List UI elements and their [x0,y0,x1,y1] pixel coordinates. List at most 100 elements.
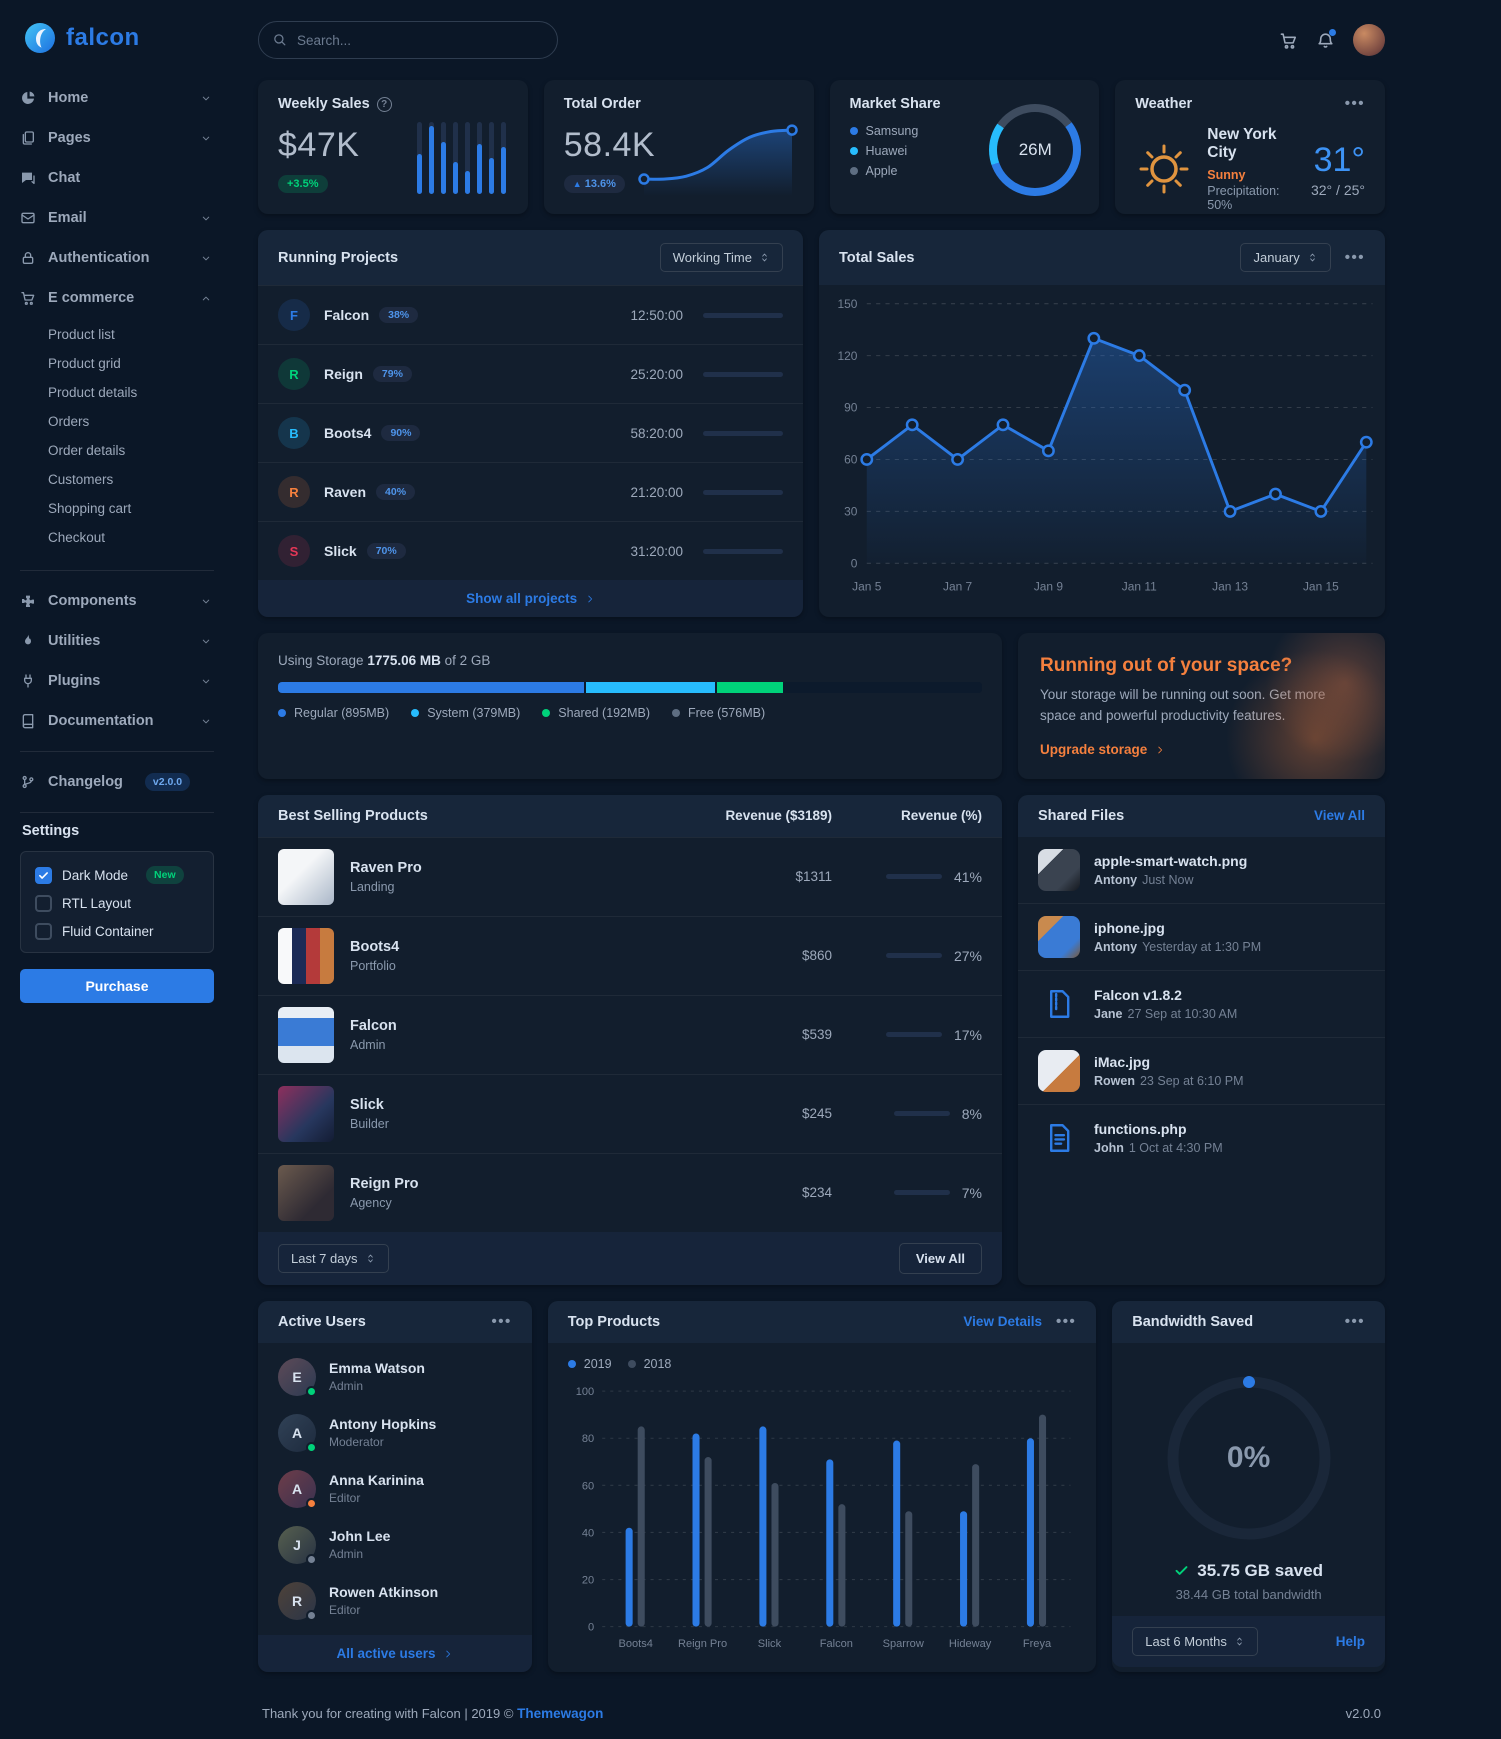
legend-item: Regular (895MB) [278,706,389,720]
user-avatar: J [278,1525,317,1565]
purchase-button[interactable]: Purchase [20,969,214,1003]
user-role: Admin [329,1379,364,1394]
user-avatar[interactable] [1353,24,1385,56]
sidebar-item-customers[interactable]: Customers [48,472,114,487]
user-row: J John Lee Admin [258,1517,532,1573]
total-order-card: Total Order 58.4K ▲ 13.6% [543,80,814,214]
checkbox-unchecked-icon[interactable] [35,895,52,912]
all-active-users-link[interactable]: All active users [258,1634,532,1672]
svg-text:Jan 9: Jan 9 [1034,579,1064,593]
settings-panel: Dark Mode New RTL Layout Fluid Container [20,851,214,953]
sidebar-item-home[interactable]: Home [20,78,214,118]
more-options-icon[interactable]: ••• [1344,248,1365,266]
view-all-files-link[interactable]: View All [1313,808,1365,824]
total-order-badge: ▲ 13.6% [563,175,625,193]
user-name-link[interactable]: Anna Karinina [329,1472,424,1489]
dark-mode-toggle[interactable]: Dark Mode New [35,866,199,884]
sidebar-item-utilities[interactable]: Utilities [20,621,214,661]
view-all-button[interactable]: View All [898,1242,982,1274]
product-name-link[interactable]: Falcon [350,1018,397,1035]
brand-name: falcon [66,24,140,51]
chevron-down-icon [198,716,214,727]
checkbox-checked-icon[interactable] [35,866,52,884]
sidebar-item-pages[interactable]: Pages [20,118,214,158]
user-avatar: A [278,1469,317,1509]
file-thumbnail [1038,848,1080,891]
last-6-months-select[interactable]: Last 6 Months [1132,1626,1258,1656]
sidebar-item-label: Email [48,210,87,226]
sidebar-item-checkout[interactable]: Checkout [48,530,106,545]
sidebar-item-product-grid[interactable]: Product grid [48,356,121,371]
page-footer: Thank you for creating with Falcon | 201… [258,1688,1385,1729]
product-name-link[interactable]: Reign Pro [350,1176,419,1193]
sidebar-item-plugins[interactable]: Plugins [20,661,214,701]
project-avatar: R [278,476,310,508]
projects-sales-row: Running Projects Working Time F Falcon 3… [258,230,1385,617]
sidebar-item-changelog[interactable]: Changelog v2.0.0 [20,762,214,802]
file-name-link[interactable]: iMac.jpg [1094,1053,1151,1070]
last-7-days-select[interactable]: Last 7 days [278,1243,389,1273]
cart-icon[interactable] [1279,31,1298,50]
product-name-link[interactable]: Raven Pro [350,860,422,877]
project-name-link[interactable]: Reign [324,366,363,382]
file-name-link[interactable]: iphone.jpg [1094,919,1165,936]
fluid-container-toggle[interactable]: Fluid Container [35,923,199,940]
sidebar-item-orders[interactable]: Orders [48,414,90,429]
weather-range: 32° / 25° [1310,181,1365,198]
notifications-bell-icon[interactable] [1316,28,1336,50]
file-name-link[interactable]: apple-smart-watch.png [1094,852,1248,869]
storage-segment [278,682,584,693]
month-select[interactable]: January [1240,243,1331,272]
more-options-icon[interactable]: ••• [1055,1312,1077,1330]
sidebar-item-authentication[interactable]: Authentication [20,238,214,278]
user-name-link[interactable]: John Lee [329,1528,391,1545]
sidebar-item-order-details[interactable]: Order details [48,443,126,458]
project-avatar: B [278,417,310,449]
project-name-link[interactable]: Falcon [324,307,370,323]
sidebar-item-chat[interactable]: Chat [20,158,214,198]
upgrade-storage-link[interactable]: Upgrade storage [1040,742,1165,757]
user-name-link[interactable]: Rowen Atkinson [329,1584,439,1601]
rtl-layout-toggle[interactable]: RTL Layout [35,895,199,912]
project-name-link[interactable]: Slick [324,543,357,559]
sidebar-item-product-list[interactable]: Product list [48,327,115,342]
product-revenue: $860 [801,948,832,964]
view-details-link[interactable]: View Details [963,1314,1042,1330]
search-input[interactable] [258,21,558,59]
sidebar-item-label: Chat [48,170,81,186]
sidebar-item-product-details[interactable]: Product details [48,385,138,400]
brand-logo[interactable]: falcon [20,14,214,78]
svg-text:Jan 11: Jan 11 [1122,579,1157,593]
sidebar-item-shopping-cart[interactable]: Shopping cart [48,501,132,516]
more-options-icon[interactable]: ••• [1344,95,1365,112]
project-name-link[interactable]: Raven [324,484,367,500]
svg-text:60: 60 [844,453,858,467]
sidebar-item-documentation[interactable]: Documentation [20,701,214,741]
checkbox-unchecked-icon[interactable] [35,923,52,940]
total-sales-card: Total Sales January ••• 0 30 60 90 120 150 Jan… [819,230,1385,617]
project-name-link[interactable]: Boots4 [324,425,372,441]
sidebar-item-components[interactable]: Components [20,581,214,621]
file-name-link[interactable]: Falcon v1.8.2 [1094,986,1182,1003]
top-navbar [258,14,1385,66]
product-name-link[interactable]: Slick [350,1097,384,1114]
sidebar-item-email[interactable]: Email [20,198,214,238]
themewagon-link[interactable]: Themewagon [517,1705,604,1721]
file-thumbnail [1038,915,1080,958]
show-all-projects-link[interactable]: Show all projects [258,580,803,617]
product-name-link[interactable]: Boots4 [350,939,400,956]
sidebar-item-label: Home [48,90,89,106]
sidebar-item-ecommerce[interactable]: E commerce [20,278,214,318]
more-options-icon[interactable]: ••• [1344,1312,1365,1330]
legend-dot [278,709,286,717]
user-name-link[interactable]: Emma Watson [329,1360,425,1377]
project-row: R Raven 40% 21:20:00 [258,462,803,521]
file-name-link[interactable]: functions.php [1094,1120,1187,1137]
file-owner: Jane [1094,1006,1123,1021]
help-question-icon[interactable]: ? [376,96,392,112]
user-name-link[interactable]: Antony Hopkins [329,1416,437,1433]
more-options-icon[interactable]: ••• [491,1312,512,1330]
working-time-select[interactable]: Working Time [659,243,783,272]
help-link[interactable]: Help [1335,1633,1365,1649]
user-avatar: E [278,1357,317,1397]
